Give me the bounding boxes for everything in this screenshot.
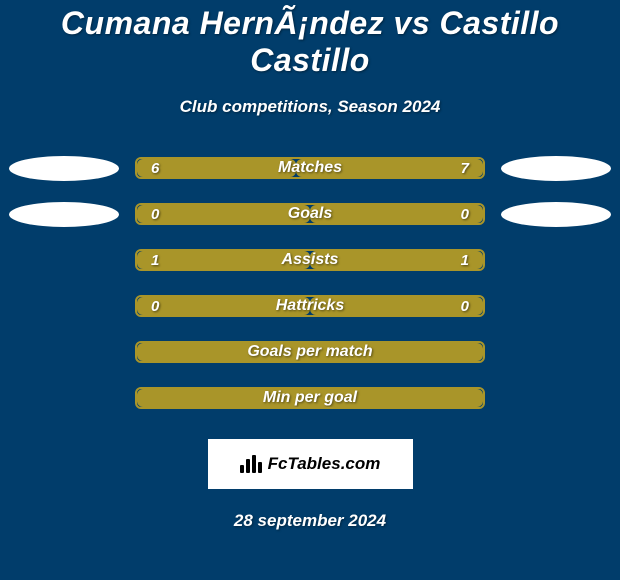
player-left-ellipse	[9, 202, 119, 227]
stat-bar: Goals00	[135, 203, 485, 225]
comparison-card: Cumana HernÃ¡ndez vs Castillo Castillo C…	[0, 0, 620, 580]
stat-value-left: 0	[137, 297, 173, 315]
bar-fill-full	[137, 343, 483, 361]
stat-row: Goals per match	[0, 341, 620, 363]
stats-rows: Matches67Goals00Assists11Hattricks00Goal…	[0, 157, 620, 409]
page-title: Cumana HernÃ¡ndez vs Castillo Castillo	[0, 5, 620, 79]
brand-box: FcTables.com	[208, 439, 413, 489]
stat-value-right: 0	[447, 205, 483, 223]
stat-value-left: 6	[137, 159, 173, 177]
stat-bar: Assists11	[135, 249, 485, 271]
stat-bar: Min per goal	[135, 387, 485, 409]
player-right-ellipse	[501, 202, 611, 227]
stat-bar: Hattricks00	[135, 295, 485, 317]
stat-row: Goals00	[0, 203, 620, 225]
bar-fill-full	[137, 389, 483, 407]
subtitle: Club competitions, Season 2024	[0, 97, 620, 117]
stat-bar: Matches67	[135, 157, 485, 179]
stat-value-right: 1	[447, 251, 483, 269]
player-right-ellipse	[501, 156, 611, 181]
stat-row: Hattricks00	[0, 295, 620, 317]
stat-value-left: 0	[137, 205, 173, 223]
brand-text: FcTables.com	[268, 454, 381, 474]
date-line: 28 september 2024	[0, 511, 620, 531]
stat-row: Assists11	[0, 249, 620, 271]
player-left-ellipse	[9, 156, 119, 181]
stat-value-right: 7	[447, 159, 483, 177]
stat-value-left: 1	[137, 251, 173, 269]
bar-chart-icon	[240, 455, 262, 473]
stat-value-right: 0	[447, 297, 483, 315]
stat-bar: Goals per match	[135, 341, 485, 363]
stat-row: Min per goal	[0, 387, 620, 409]
stat-row: Matches67	[0, 157, 620, 179]
